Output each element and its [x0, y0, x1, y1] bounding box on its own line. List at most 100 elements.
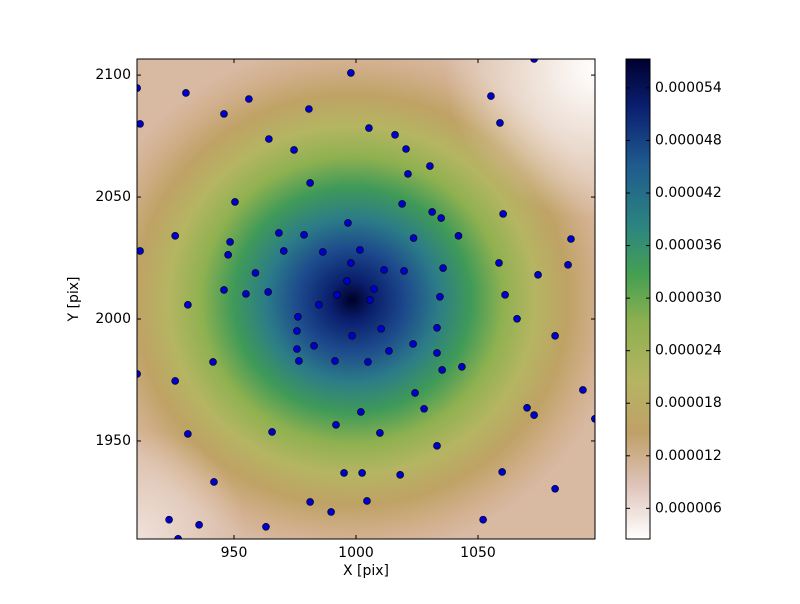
- scatter-point: [523, 403, 531, 412]
- scatter-point: [300, 231, 308, 239]
- scatter-point: [184, 301, 192, 309]
- x-tick-label: 1050: [460, 545, 496, 561]
- scatter-point: [437, 214, 445, 222]
- scatter-point: [220, 286, 228, 294]
- colorbar-tick-label: 0.000054: [655, 80, 722, 96]
- scatter-point: [295, 357, 303, 365]
- scatter-point: [433, 349, 441, 357]
- scatter-point: [357, 408, 365, 416]
- scatter-point: [305, 105, 313, 113]
- scatter-point: [376, 429, 384, 437]
- scatter-point: [409, 234, 418, 242]
- scatter-point: [171, 232, 179, 240]
- scatter-point: [370, 285, 378, 293]
- scatter-point: [364, 358, 372, 366]
- colorbar-tick-label: 0.000030: [655, 290, 722, 306]
- scatter-point: [551, 332, 559, 340]
- scatter-point: [495, 259, 503, 267]
- scatter-point: [501, 291, 509, 299]
- scatter-point: [347, 69, 355, 77]
- y-tick-label: 2050: [95, 189, 131, 205]
- colorbar-tick-label: 0.000042: [655, 185, 722, 201]
- scatter-point: [363, 497, 371, 505]
- scatter-point: [184, 430, 192, 438]
- scatter-point: [409, 340, 417, 348]
- scatter-point: [294, 313, 302, 321]
- scatter-point: [327, 508, 335, 516]
- scatter-point: [137, 247, 144, 255]
- y-tick-label: 2000: [95, 311, 131, 327]
- scatter-point: [333, 291, 341, 299]
- scatter-point: [209, 358, 217, 366]
- scatter-point: [137, 120, 144, 128]
- scatter-point: [420, 404, 428, 413]
- scatter-point: [242, 290, 250, 298]
- scatter-point: [513, 314, 521, 323]
- scatter-point: [306, 498, 314, 506]
- scatter-point: [340, 469, 348, 477]
- scatter-point: [426, 162, 434, 170]
- scatter-point: [439, 264, 447, 272]
- scatter-point: [165, 515, 173, 524]
- scatter-point: [226, 238, 234, 246]
- y-tick-label: 2100: [95, 67, 131, 83]
- scatter-point: [380, 266, 388, 274]
- scatter-point: [245, 95, 253, 103]
- scatter-point: [262, 523, 270, 531]
- scatter-point: [344, 219, 352, 227]
- scatter-point: [487, 92, 495, 100]
- scatter-point: [365, 124, 373, 132]
- scatter-point: [195, 521, 203, 529]
- scatter-point: [293, 327, 301, 335]
- colorbar-tick-label: 0.000024: [655, 343, 722, 359]
- colorbar-tick-label: 0.000012: [655, 448, 722, 464]
- scatter-point: [310, 342, 318, 350]
- scatter-point: [224, 251, 232, 259]
- scatter-point: [319, 248, 327, 256]
- axes-frame: [136, 58, 596, 540]
- scatter-point: [343, 277, 351, 285]
- scatter-point: [293, 345, 301, 353]
- colorbar-tick-label: 0.000018: [655, 395, 722, 411]
- scatter-point: [279, 247, 288, 255]
- scatter-point: [265, 135, 273, 143]
- scatter-point: [433, 323, 441, 332]
- scatter-point: [264, 288, 272, 296]
- scatter-point: [391, 131, 399, 139]
- scatter-point: [231, 198, 239, 206]
- colorbar-tick-label: 0.000048: [655, 132, 722, 148]
- colorbar-tick-label: 0.000006: [655, 500, 722, 516]
- scatter-point: [356, 246, 364, 254]
- scatter-point: [404, 170, 412, 178]
- scatter-point: [171, 377, 179, 385]
- scatter-point: [567, 235, 575, 243]
- scatter-point: [551, 484, 559, 493]
- scatter-point: [358, 469, 366, 477]
- scatter-point: [268, 428, 276, 436]
- scatter-point: [400, 267, 408, 275]
- scatter-point: [347, 259, 355, 267]
- scatter-point: [438, 366, 446, 374]
- scatter-point: [396, 471, 404, 479]
- scatter-point: [498, 468, 506, 476]
- scatter-point: [479, 515, 487, 524]
- scatter-point: [210, 478, 218, 486]
- scatter-point: [398, 200, 406, 208]
- x-tick-label: 950: [221, 545, 248, 561]
- colorbar-tick-label: 0.000036: [655, 238, 722, 254]
- scatter-point: [564, 261, 572, 269]
- colorbar: [625, 58, 651, 540]
- scatter-point: [348, 332, 356, 340]
- scatter-point: [436, 293, 444, 301]
- scatter-point: [458, 363, 466, 371]
- scatter-point: [433, 442, 441, 450]
- scatter-layer: [137, 59, 595, 539]
- scatter-point: [331, 357, 339, 365]
- scatter-point: [579, 386, 587, 394]
- x-tick-label: 1000: [338, 545, 374, 561]
- scatter-point: [496, 119, 504, 127]
- scatter-point: [454, 232, 463, 240]
- x-axis-label: X [pix]: [343, 563, 389, 579]
- scatter-point: [385, 347, 393, 355]
